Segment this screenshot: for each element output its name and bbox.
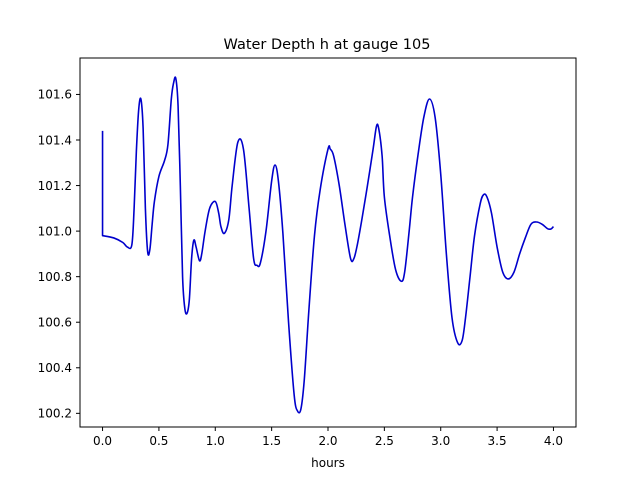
y-tick-label: 101.4 bbox=[38, 133, 72, 147]
x-tick-label: 1.5 bbox=[262, 434, 281, 448]
y-tick-label: 101.6 bbox=[38, 88, 72, 102]
y-tick-label: 100.4 bbox=[38, 361, 72, 375]
y-tick-label: 100.2 bbox=[38, 407, 72, 421]
y-tick-label: 101.2 bbox=[38, 179, 72, 193]
plot-area bbox=[101, 76, 555, 414]
x-axis-label: hours bbox=[311, 456, 345, 470]
plot-frame bbox=[79, 57, 577, 428]
y-axis: 100.2 100.4 100.6 100.8 101.0 101.2 101.4 101.6 bbox=[38, 88, 80, 421]
x-tick-label: 0.0 bbox=[93, 434, 112, 448]
x-tick-label: 3.5 bbox=[488, 434, 507, 448]
y-tick-label: 101.0 bbox=[38, 224, 72, 238]
x-tick-label: 3.0 bbox=[431, 434, 450, 448]
y-tick-label: 100.8 bbox=[38, 270, 72, 284]
x-tick-label: 2.5 bbox=[375, 434, 394, 448]
y-tick-label: 100.6 bbox=[38, 316, 72, 330]
series-line bbox=[101, 76, 555, 414]
x-tick-label: 1.0 bbox=[206, 434, 225, 448]
chart-title: Water Depth h at gauge 105 bbox=[224, 37, 431, 53]
x-tick-label: 2.0 bbox=[318, 434, 337, 448]
x-axis: 0.0 0.5 1.0 1.5 2.0 2.5 3.0 3.5 4.0 bbox=[93, 427, 563, 448]
x-tick-label: 4.0 bbox=[544, 434, 563, 448]
x-tick-label: 0.5 bbox=[149, 434, 168, 448]
